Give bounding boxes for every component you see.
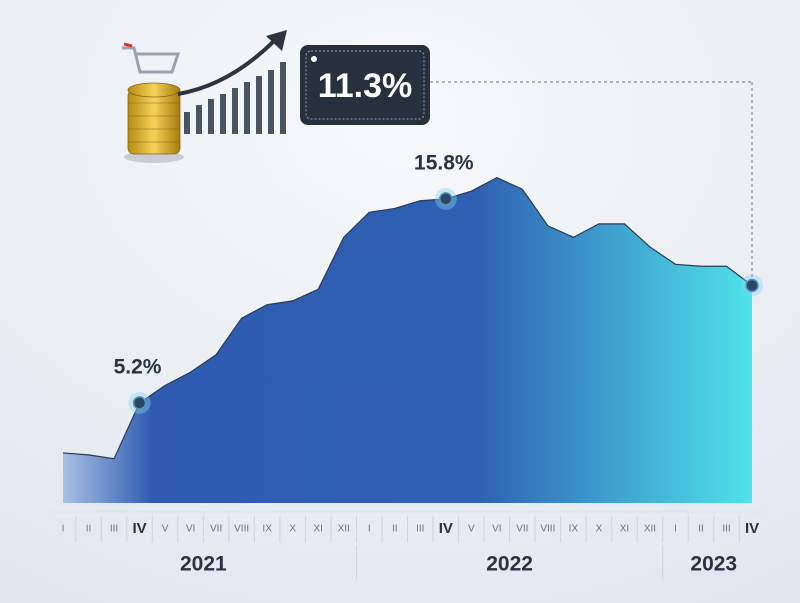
x-tick-label: IV	[439, 520, 453, 537]
x-tick-label: IV	[132, 520, 146, 537]
line	[62, 177, 753, 460]
growth-icon	[122, 30, 287, 163]
year-label: 2021	[180, 553, 227, 576]
x-tick-label: I	[368, 524, 371, 535]
x-tick-label: XI	[313, 524, 322, 535]
point-marker	[439, 192, 453, 206]
x-tick-label: VII	[210, 524, 222, 535]
x-tick-label: VII	[516, 524, 528, 535]
x-tick-label: II	[698, 524, 704, 535]
year-label: 2022	[486, 553, 533, 576]
callout	[300, 45, 430, 125]
x-tick-label: IX	[262, 524, 272, 535]
x-tick-label: XII	[338, 524, 350, 535]
x-tick-label: X	[596, 524, 603, 535]
x-tick-label: IV	[745, 520, 759, 537]
area	[63, 177, 753, 504]
x-tick-label: III	[722, 524, 730, 535]
callout-value-label: 11.3%	[318, 67, 413, 105]
x-tick-label: VIII	[234, 524, 249, 535]
x-tick-label: II	[392, 524, 398, 535]
value-label: 15.8%	[414, 151, 474, 174]
x-tick-label: VI	[186, 524, 195, 535]
x-tick-label: III	[110, 524, 118, 535]
x-tick-label: IX	[569, 524, 579, 535]
value-label: 5.2%	[114, 355, 162, 378]
x-tick-label: VI	[492, 524, 501, 535]
x-tick-label: III	[416, 524, 424, 535]
x-tick-label: I	[674, 524, 677, 535]
x-tick-label: V	[468, 524, 475, 535]
point-marker	[745, 278, 759, 293]
x-tick-label: VIII	[540, 524, 555, 535]
x-tick-label: I	[62, 524, 65, 535]
x-tick-label: V	[162, 524, 169, 535]
x-tick-label: II	[86, 524, 92, 535]
x-tick-label: XII	[644, 524, 656, 535]
x-tick-label: X	[289, 524, 296, 535]
x-tick-label: XI	[620, 524, 629, 535]
year-label: 2023	[690, 553, 737, 576]
point-marker	[132, 396, 147, 410]
